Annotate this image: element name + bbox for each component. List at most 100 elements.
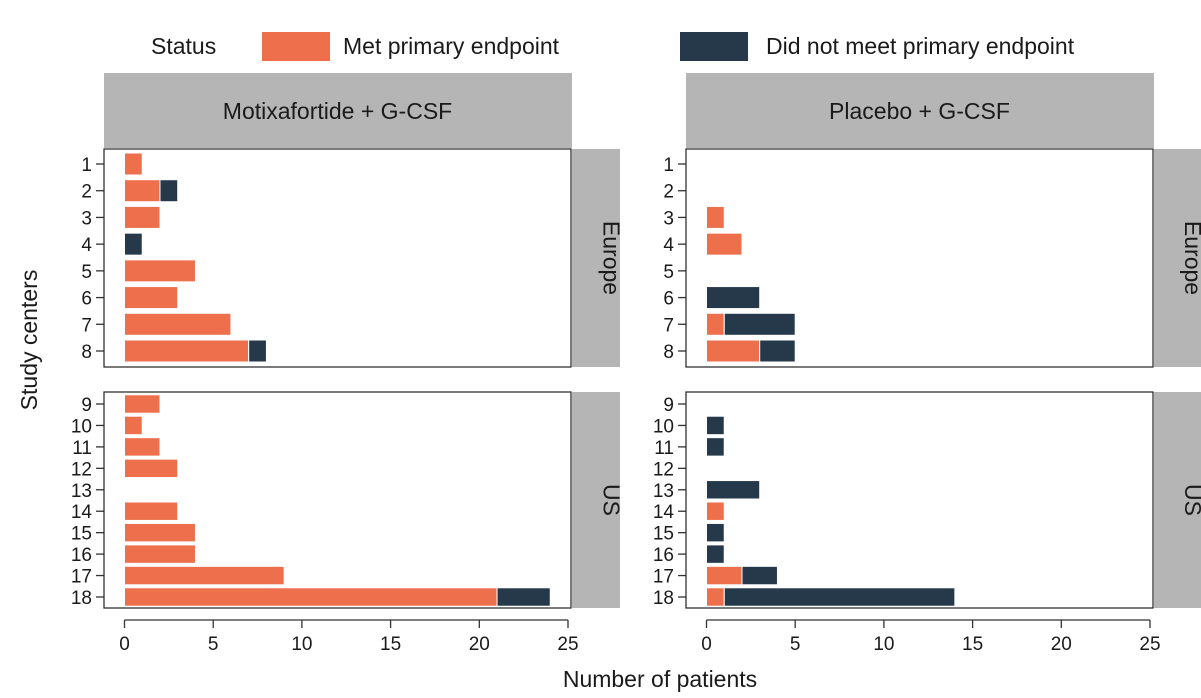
- legend-swatch-met-primary-endpoint: [262, 32, 330, 61]
- y-tick-label-center-15: 15: [653, 524, 674, 545]
- y-tick-label-center-18: 18: [71, 588, 92, 609]
- panel-frame: [685, 148, 1154, 368]
- legend-swatch-did-not-meet-primary-endpoint: [680, 32, 748, 61]
- bar-met-primary-endpoint-center-8: [124, 339, 250, 363]
- y-tick-label-center-13: 13: [71, 481, 92, 502]
- column-strip-label: Motixafortide + G-CSF: [223, 98, 452, 124]
- y-axis-title: Study centers: [16, 270, 42, 411]
- x-tick-label: 25: [557, 634, 578, 655]
- bar-did-not-meet-primary-endpoint-center-7: [723, 312, 796, 336]
- row-strip: [1154, 392, 1201, 608]
- y-tick-label-center-14: 14: [71, 502, 93, 523]
- bar-met-primary-endpoint-center-7: [706, 312, 725, 336]
- x-tick-label: 0: [119, 634, 130, 655]
- x-tick-label: 10: [291, 634, 312, 655]
- y-tick-label-center-12: 12: [71, 459, 92, 480]
- bar-met-primary-endpoint-center-8: [706, 339, 761, 363]
- x-tick-label: 20: [469, 634, 490, 655]
- bar-did-not-meet-primary-endpoint-center-4: [124, 232, 143, 256]
- legend-label-did-not-meet-primary-endpoint: Did not meet primary endpoint: [766, 33, 1075, 59]
- x-tick-label: 5: [208, 634, 219, 655]
- y-tick-label-center-8: 8: [663, 342, 674, 363]
- y-tick-label-center-9: 9: [663, 395, 674, 416]
- bar-did-not-meet-primary-endpoint-center-2: [159, 179, 179, 203]
- row-strip-label: Europe: [1180, 221, 1201, 295]
- bar-did-not-meet-primary-endpoint-center-13: [706, 480, 761, 500]
- row-strip-label: US: [599, 484, 625, 516]
- bar-met-primary-endpoint-center-6: [124, 286, 179, 310]
- x-tick-label: 10: [873, 634, 894, 655]
- y-tick-label-center-11: 11: [72, 438, 92, 459]
- y-tick-label-center-9: 9: [81, 395, 92, 416]
- bar-did-not-meet-primary-endpoint-center-18: [723, 587, 956, 607]
- y-tick-label-center-3: 3: [81, 208, 92, 229]
- bar-did-not-meet-primary-endpoint-center-17: [741, 565, 778, 586]
- bar-met-primary-endpoint-center-18: [706, 587, 725, 607]
- bar-met-primary-endpoint-center-16: [124, 544, 196, 564]
- y-tick-label-center-7: 7: [81, 315, 92, 336]
- y-tick-label-center-17: 17: [653, 567, 674, 588]
- bar-did-not-meet-primary-endpoint-center-8: [759, 339, 796, 363]
- bar-met-primary-endpoint-center-17: [124, 565, 285, 586]
- x-axis-title: Number of patients: [563, 666, 757, 692]
- bar-met-primary-endpoint-center-10: [124, 415, 143, 436]
- y-tick-label-center-18: 18: [653, 588, 674, 609]
- y-tick-label-center-11: 11: [654, 438, 674, 459]
- legend-title: Status: [151, 33, 216, 59]
- y-tick-label-center-15: 15: [71, 524, 92, 545]
- y-tick-label-center-17: 17: [71, 567, 92, 588]
- y-tick-label-center-4: 4: [81, 235, 92, 256]
- y-tick-label-center-8: 8: [81, 342, 92, 363]
- y-tick-label-center-2: 2: [663, 182, 674, 203]
- bar-met-primary-endpoint-center-2: [124, 179, 161, 203]
- panel-frame: [685, 391, 1154, 609]
- bar-met-primary-endpoint-center-1: [124, 152, 143, 176]
- y-tick-label-center-6: 6: [81, 289, 92, 310]
- x-tick-label: 5: [790, 634, 801, 655]
- bar-did-not-meet-primary-endpoint-center-6: [706, 286, 761, 310]
- bar-did-not-meet-primary-endpoint-center-8: [248, 339, 267, 363]
- y-tick-label-center-4: 4: [663, 235, 674, 256]
- bar-met-primary-endpoint-center-17: [706, 565, 743, 586]
- row-strip: [1154, 149, 1201, 367]
- panel-frame: [103, 391, 572, 609]
- bar-did-not-meet-primary-endpoint-center-10: [706, 415, 725, 436]
- bar-met-primary-endpoint-center-4: [706, 232, 743, 256]
- panel-frame: [103, 148, 572, 368]
- column-strip: [104, 73, 572, 148]
- bar-met-primary-endpoint-center-14: [124, 501, 179, 521]
- y-tick-label-center-5: 5: [663, 262, 674, 283]
- y-tick-label-center-2: 2: [81, 182, 92, 203]
- y-tick-label-center-6: 6: [663, 289, 674, 310]
- y-tick-label-center-5: 5: [81, 262, 92, 283]
- y-tick-label-center-14: 14: [653, 502, 675, 523]
- bar-met-primary-endpoint-center-11: [124, 437, 161, 457]
- bar-met-primary-endpoint-center-3: [706, 205, 725, 229]
- y-tick-label-center-16: 16: [71, 545, 92, 566]
- y-tick-label-center-7: 7: [663, 315, 674, 336]
- y-tick-label-center-1: 1: [663, 155, 674, 176]
- legend-label-met-primary-endpoint: Met primary endpoint: [343, 33, 560, 59]
- bar-met-primary-endpoint-center-15: [124, 522, 196, 543]
- y-tick-label-center-10: 10: [71, 416, 92, 437]
- x-tick-label: 20: [1051, 634, 1072, 655]
- row-strip-label: Europe: [599, 221, 625, 295]
- column-strip-label: Placebo + G-CSF: [829, 98, 1010, 124]
- bar-met-primary-endpoint-center-12: [124, 458, 179, 479]
- x-tick-label: 15: [962, 634, 983, 655]
- bar-did-not-meet-primary-endpoint-center-15: [706, 522, 725, 543]
- bar-met-primary-endpoint-center-14: [706, 501, 725, 521]
- x-tick-label: 15: [380, 634, 401, 655]
- row-strip: [572, 392, 620, 608]
- y-tick-label-center-3: 3: [663, 208, 674, 229]
- bar-met-primary-endpoint-center-7: [124, 312, 232, 336]
- y-tick-label-center-13: 13: [653, 481, 674, 502]
- bar-did-not-meet-primary-endpoint-center-18: [496, 587, 551, 607]
- bar-met-primary-endpoint-center-9: [124, 394, 161, 414]
- bar-did-not-meet-primary-endpoint-center-16: [706, 544, 725, 564]
- bar-met-primary-endpoint-center-5: [124, 259, 196, 283]
- x-tick-label: 0: [701, 634, 712, 655]
- x-tick-label: 25: [1139, 634, 1160, 655]
